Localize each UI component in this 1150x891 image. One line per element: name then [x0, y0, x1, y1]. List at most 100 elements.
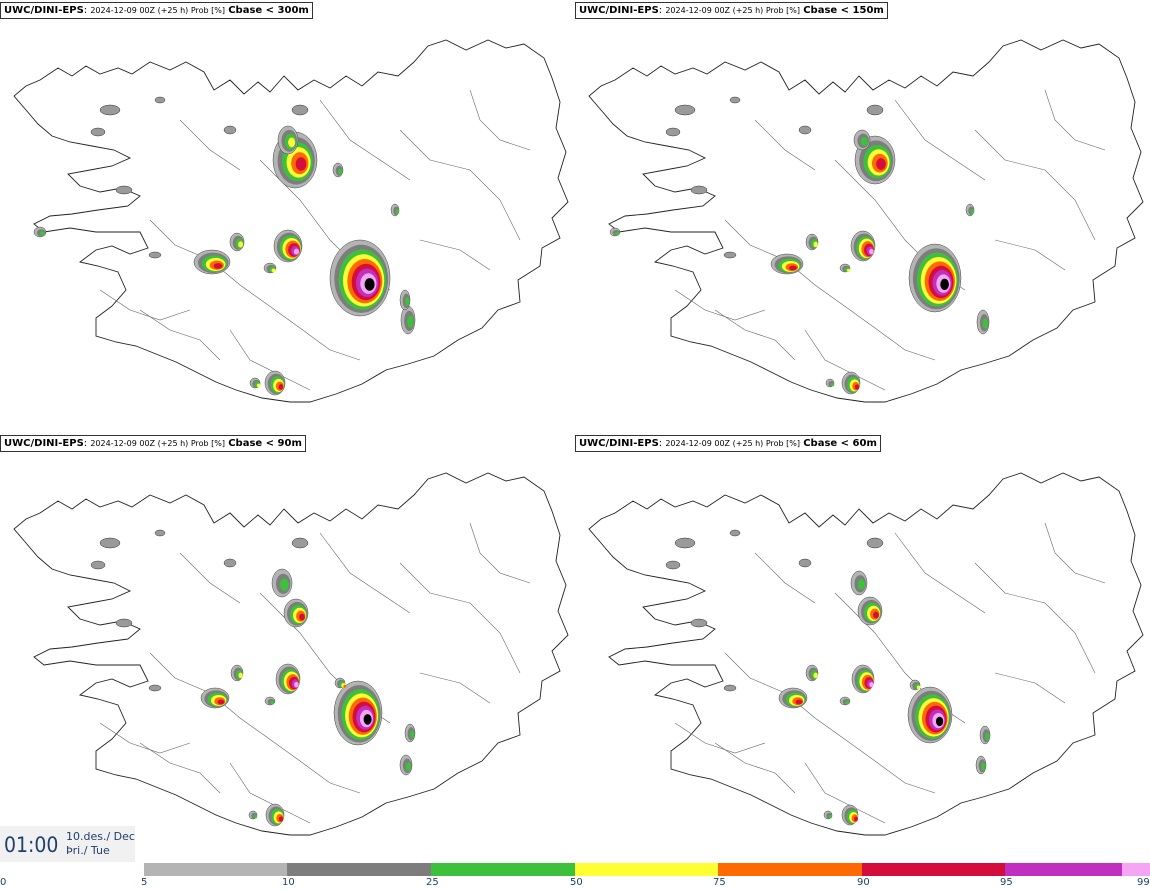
colorbar-tick-label: 25	[426, 877, 439, 888]
map-panel-60m: UWC/DINI-EPS: 2024-12-09 00Z (+25 h) Pro…	[575, 433, 1150, 866]
colorbar-segment	[1005, 863, 1122, 876]
valid-time-box: 01:00 10.des./ Dec Þri./ Tue	[0, 826, 135, 862]
low-prob-patch	[91, 561, 105, 569]
probability-contour	[214, 263, 223, 269]
iceland-map	[575, 433, 1150, 866]
map-panel-300m: UWC/DINI-EPS: 2024-12-09 00Z (+25 h) Pro…	[0, 0, 575, 433]
colorbar-tick-label: 5	[141, 877, 147, 888]
probability-contour	[873, 612, 879, 619]
probability-contour	[279, 384, 284, 390]
coastline	[589, 473, 1143, 835]
probability-contour	[789, 266, 797, 271]
map-layer	[14, 40, 568, 402]
probability-contour	[814, 242, 818, 248]
probability-contour	[814, 673, 818, 679]
probability-contour	[257, 384, 260, 387]
colorbar-segment	[144, 863, 287, 876]
low-prob-patch	[91, 128, 105, 136]
map-panel-150m: UWC/DINI-EPS: 2024-12-09 00Z (+25 h) Pro…	[575, 0, 1150, 433]
probability-contour	[406, 762, 411, 771]
iceland-map	[0, 0, 575, 433]
low-prob-patch	[100, 105, 120, 115]
probability-contour	[854, 817, 858, 822]
probability-contour	[985, 733, 989, 741]
low-prob-patch	[155, 530, 165, 536]
probability-contour	[407, 315, 413, 327]
coastline	[14, 473, 568, 835]
probability-contour	[218, 700, 225, 705]
probability-contour	[983, 318, 988, 329]
probability-contour	[858, 579, 865, 590]
probability-contour	[869, 682, 873, 687]
probability-contour	[615, 232, 619, 236]
probability-contour	[855, 384, 859, 389]
probability-contour	[254, 815, 258, 819]
probability-colorbar: 0 5 10 25 50 75 90 95 99	[0, 862, 1150, 891]
colorbar-tick-label: 90	[857, 877, 870, 888]
probability-contour	[272, 269, 276, 272]
colorbar-segment	[718, 863, 862, 876]
probability-contour	[299, 614, 305, 621]
map-layer	[589, 40, 1143, 402]
low-prob-patch	[724, 252, 736, 258]
probability-contour	[270, 701, 274, 705]
probability-contour	[296, 157, 307, 171]
probability-contour	[288, 138, 295, 148]
probability-contour	[971, 209, 975, 214]
probability-contour	[876, 158, 886, 170]
probability-contour	[40, 231, 45, 235]
panel-title: UWC/DINI-EPS: 2024-12-09 00Z (+25 h) Pro…	[575, 435, 881, 452]
valid-time-date: 10.des./ Dec Þri./ Tue	[66, 830, 135, 858]
probability-contour	[294, 682, 298, 688]
probability-contour	[831, 383, 835, 387]
colorbar-segment	[287, 863, 431, 876]
low-prob-patch	[724, 685, 736, 691]
low-prob-patch	[666, 561, 680, 569]
probability-contour	[280, 578, 289, 590]
probability-contour	[396, 209, 400, 214]
coastline	[14, 40, 568, 402]
low-prob-patch	[224, 126, 236, 134]
low-prob-patch	[867, 105, 883, 115]
low-prob-patch	[675, 105, 695, 115]
iceland-map	[0, 433, 575, 866]
probability-contour	[294, 249, 299, 255]
low-prob-patch	[799, 559, 811, 567]
probability-contour	[364, 714, 372, 725]
probability-contour	[239, 673, 243, 679]
probability-contour	[940, 279, 949, 290]
probability-contour	[343, 685, 346, 688]
panel-title: UWC/DINI-EPS: 2024-12-09 00Z (+25 h) Pro…	[0, 2, 313, 19]
colorbar-segment	[0, 863, 144, 876]
colorbar-tick-label: 99	[1137, 877, 1150, 888]
low-prob-patch	[666, 128, 680, 136]
colorbar-segment	[431, 863, 575, 876]
probability-contour	[279, 816, 283, 821]
iceland-map	[575, 0, 1150, 433]
probability-contour	[845, 701, 849, 705]
low-prob-patch	[799, 126, 811, 134]
low-prob-patch	[100, 538, 120, 548]
low-prob-patch	[691, 186, 707, 194]
colorbar-segment	[862, 863, 1005, 876]
probability-contour	[917, 686, 920, 689]
probability-contour	[405, 297, 409, 306]
colorbar-segment	[575, 863, 718, 876]
valid-time-clock: 01:00	[4, 833, 58, 857]
probability-contour	[338, 168, 342, 174]
map-panel-90m: UWC/DINI-EPS: 2024-12-09 00Z (+25 h) Pro…	[0, 433, 575, 866]
probability-contour	[981, 763, 985, 771]
low-prob-patch	[149, 252, 161, 258]
colorbar-tick-label: 95	[1000, 877, 1013, 888]
colorbar-segment	[1122, 863, 1150, 876]
low-prob-patch	[116, 619, 132, 627]
colorbar-tick-label: 10	[282, 877, 295, 888]
low-prob-patch	[867, 538, 883, 548]
map-layer	[589, 473, 1143, 835]
colorbar-tick-label: 50	[570, 877, 583, 888]
low-prob-patch	[730, 530, 740, 536]
low-prob-patch	[730, 97, 740, 103]
colorbar-tick-label: 0	[0, 877, 6, 888]
low-prob-patch	[691, 619, 707, 627]
low-prob-patch	[224, 559, 236, 567]
